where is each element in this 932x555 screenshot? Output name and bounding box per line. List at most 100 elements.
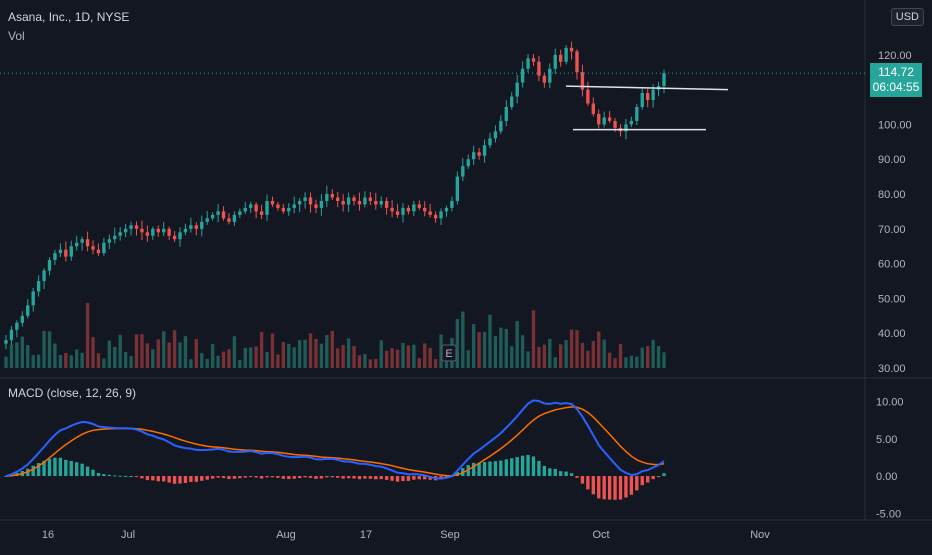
volume-bar	[384, 350, 389, 368]
volume-bar	[20, 336, 24, 368]
candle-body	[629, 120, 634, 125]
time-tick-label: Sep	[440, 529, 460, 541]
volume-bar	[461, 311, 465, 368]
macd-histogram-bar	[96, 472, 101, 477]
volume-bar	[613, 358, 617, 368]
volume-bar	[374, 358, 378, 368]
volume-bar	[607, 352, 612, 368]
volume-bar	[118, 334, 122, 368]
volume-bar	[466, 350, 470, 368]
macd-legend[interactable]: MACD (close, 12, 26, 9)	[8, 386, 137, 400]
candle-body	[265, 200, 269, 215]
macd-histogram-bar	[526, 454, 530, 477]
candle-body	[297, 200, 302, 205]
volume-bar	[36, 354, 41, 368]
macd-histogram-bar	[520, 455, 525, 477]
volume-bar	[363, 353, 367, 368]
volume-bar	[134, 334, 139, 368]
candle-body	[183, 228, 188, 233]
candle-body	[259, 211, 264, 215]
candle-body	[471, 152, 476, 160]
candle-body	[281, 207, 286, 212]
candle-body	[20, 315, 24, 323]
volume-bar	[15, 342, 19, 368]
candle-body	[580, 72, 585, 90]
candle-body	[58, 249, 63, 254]
macd-histogram-bar	[477, 462, 481, 477]
volume-bar	[597, 331, 601, 368]
candle-body	[205, 218, 209, 222]
macd-histogram-bar	[42, 460, 46, 477]
volume-bar	[537, 346, 541, 368]
volume-bar	[26, 345, 30, 368]
volume-bar	[624, 357, 628, 368]
currency-badge[interactable]: USD	[890, 8, 924, 26]
candle-body	[151, 228, 155, 236]
macd-histogram-bar	[423, 476, 427, 480]
volume-bar	[4, 356, 8, 368]
candle-body	[395, 211, 400, 215]
volume-bar	[189, 359, 193, 368]
macd-histogram-bar	[270, 476, 275, 478]
volume-bar	[183, 336, 188, 368]
price-tick-label: 40.00	[878, 328, 906, 340]
volume-bar	[471, 324, 476, 368]
candle-body	[210, 214, 215, 219]
time-tick-label: Jul	[121, 529, 135, 541]
last-price: 114.72	[878, 65, 914, 79]
volume-bar	[346, 338, 351, 368]
macd-histogram-bar	[80, 463, 84, 477]
volume-bar	[357, 355, 362, 368]
macd-histogram-bar	[91, 469, 95, 477]
macd-histogram-bar	[194, 476, 199, 482]
volume-bar	[85, 302, 90, 368]
macd-histogram-bar	[129, 475, 133, 477]
candle-body	[640, 93, 644, 107]
candle-body	[254, 204, 258, 212]
macd-histogram-bar	[537, 460, 541, 477]
volume-legend[interactable]: Vol	[8, 29, 25, 43]
macd-histogram-bar	[412, 476, 416, 480]
macd-histogram-bar	[287, 476, 291, 480]
candle-body	[4, 340, 8, 344]
macd-histogram-bar	[352, 476, 356, 479]
macd-histogram-bar	[189, 476, 193, 482]
candle-body	[417, 204, 421, 208]
macd-histogram-bar	[482, 462, 487, 477]
candle-body	[330, 194, 334, 198]
volume-bar	[145, 343, 150, 368]
macd-histogram-bar	[167, 476, 171, 483]
volume-bar	[58, 354, 63, 368]
earnings-marker-box	[441, 344, 457, 362]
candle-body	[96, 249, 101, 254]
macd-histogram-bar	[553, 468, 557, 477]
candle-body	[189, 225, 193, 229]
macd-histogram-bar	[36, 463, 41, 477]
candle-body	[423, 207, 427, 212]
candle-body	[510, 96, 514, 107]
macd-histogram-bar	[259, 476, 264, 479]
candle-body	[379, 200, 383, 205]
macd-histogram-bar	[210, 476, 215, 479]
candle-body	[515, 82, 519, 97]
volume-bar	[292, 347, 296, 368]
symbol-legend[interactable]: Asana, Inc., 1D, NYSE	[8, 10, 130, 24]
volume-bar	[526, 351, 530, 368]
macd-histogram-bar	[330, 476, 334, 478]
macd-histogram-bar	[613, 476, 617, 500]
volume-bar	[564, 340, 568, 368]
volume-bar	[259, 332, 264, 368]
candle-body	[91, 246, 95, 250]
candle-body	[526, 58, 530, 69]
macd-histogram-bar	[662, 473, 666, 477]
macd-histogram-bar	[140, 476, 144, 479]
candle-body	[232, 214, 237, 222]
volume-bar	[297, 340, 302, 368]
volume-bar	[618, 344, 623, 368]
volume-bar	[428, 347, 432, 368]
volume-bar	[281, 341, 286, 368]
volume-bar	[423, 343, 427, 368]
macd-histogram-bar	[145, 476, 150, 481]
